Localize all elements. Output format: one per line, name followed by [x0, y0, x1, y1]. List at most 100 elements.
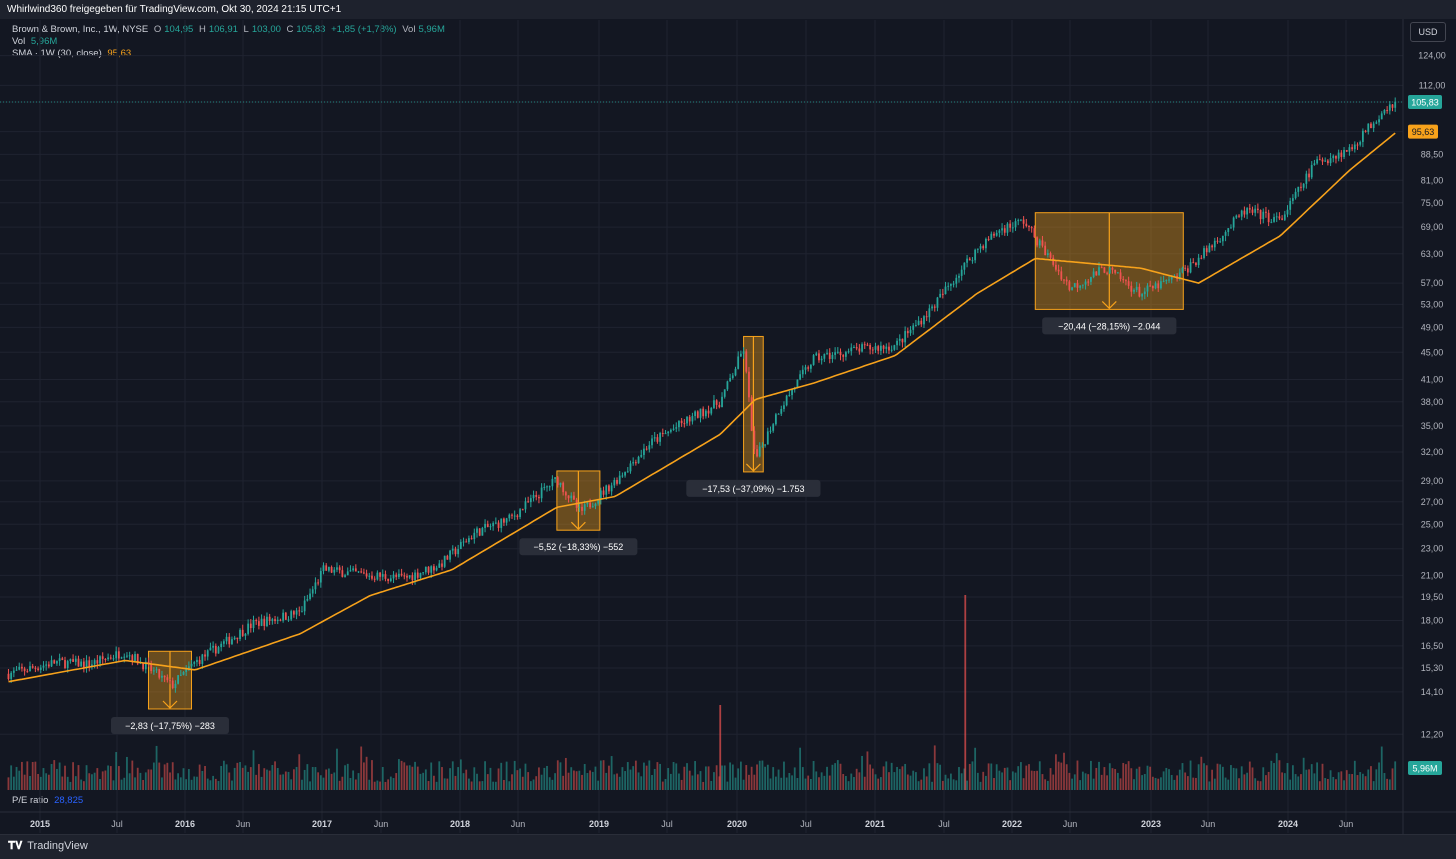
candle-body	[231, 639, 233, 645]
volume-bar	[1184, 772, 1187, 790]
volume-bar	[179, 777, 182, 790]
candle-body	[77, 658, 80, 667]
candle-body	[844, 352, 847, 357]
candle-body	[1125, 280, 1127, 282]
pe-legend-label[interactable]: P/E ratio	[12, 795, 49, 806]
sma-legend-label[interactable]: SMA · 1W (30, close)	[12, 48, 102, 59]
candle-body	[196, 659, 198, 663]
candle-body	[349, 570, 352, 572]
volume-bar	[15, 766, 18, 790]
candle-body	[1254, 208, 1257, 213]
candle-body	[1318, 159, 1321, 161]
candle-body	[1227, 228, 1230, 233]
candle-body	[828, 352, 831, 359]
volume-bar	[204, 766, 206, 790]
volume-bar	[648, 760, 651, 790]
volume-bar	[952, 779, 955, 790]
volume-bar	[182, 768, 185, 790]
volume-bar	[481, 781, 484, 790]
volume-bar	[198, 764, 201, 790]
candle-body	[672, 428, 675, 430]
volume-bar	[53, 760, 56, 790]
volume-bar	[1041, 774, 1044, 790]
candle-body	[944, 286, 947, 295]
volume-bar	[826, 766, 828, 790]
volume-bar	[551, 779, 554, 790]
volume-bar	[594, 766, 597, 790]
candle-body	[1108, 267, 1111, 274]
volume-bar	[1025, 765, 1028, 790]
candle-body	[1001, 228, 1003, 231]
candle-body	[710, 407, 713, 414]
candle-body	[575, 499, 578, 508]
candle-body	[389, 578, 392, 581]
candle-body	[1375, 122, 1378, 124]
time-tick-label: Jun	[1063, 819, 1078, 829]
volume-bar	[147, 769, 150, 790]
candle-body	[29, 666, 31, 672]
volume-bar	[301, 779, 303, 790]
volume-bar	[928, 763, 931, 790]
candle-body	[1383, 109, 1386, 114]
volume-legend-label[interactable]: Vol	[12, 36, 26, 47]
candle-body	[1300, 186, 1302, 188]
candle-body	[303, 600, 306, 612]
candle-body	[1251, 209, 1254, 213]
candle-body	[462, 541, 465, 543]
volume-bar	[454, 775, 457, 790]
candle-body	[567, 495, 570, 499]
candle-body	[387, 578, 390, 581]
candle-body	[346, 571, 349, 576]
volume-bar	[583, 764, 586, 790]
candle-body	[1017, 220, 1020, 222]
volume-bar	[144, 772, 147, 790]
currency-button[interactable]: USD	[1410, 22, 1446, 42]
volume-bar	[500, 762, 503, 790]
volume-bar	[556, 760, 559, 790]
volume-bar	[1335, 779, 1337, 790]
volume-bar	[1033, 771, 1036, 790]
candle-body	[249, 623, 252, 629]
volume-bar	[1084, 773, 1087, 790]
candle-body	[702, 408, 705, 417]
candle-body	[430, 566, 433, 573]
volume-bar	[1361, 773, 1364, 790]
volume-bar	[12, 776, 15, 790]
time-tick-label: 2024	[1278, 819, 1298, 829]
candle-body	[521, 509, 524, 511]
volume-bar	[298, 754, 301, 790]
volume-bar	[554, 773, 556, 790]
candle-body	[1345, 150, 1348, 152]
candle-body	[1033, 228, 1036, 238]
volume-bar	[497, 768, 500, 790]
volume-bar	[985, 775, 987, 790]
volume-bar	[99, 779, 101, 790]
volume-bar	[559, 762, 562, 790]
volume-bar	[357, 773, 360, 790]
candle-body	[1308, 173, 1310, 178]
candle-body	[573, 495, 575, 500]
candle-body	[966, 258, 968, 263]
volume-bar	[249, 767, 252, 790]
symbol-name[interactable]: Brown & Brown, Inc., 1W, NYSE	[12, 24, 149, 35]
volume-bar	[1219, 764, 1222, 790]
volume-bars	[7, 595, 1397, 790]
candle-body	[990, 233, 993, 240]
price-tick-label: 49,00	[1421, 322, 1444, 332]
candle-body	[1036, 237, 1038, 246]
candle-body	[120, 657, 123, 659]
tradingview-logo[interactable]: 𝐓𝐕 TradingView	[8, 840, 88, 853]
candle-body	[287, 619, 290, 621]
candle-body	[123, 656, 126, 658]
candle-body	[112, 658, 115, 660]
volume-bar	[729, 762, 732, 790]
candle-body	[890, 349, 893, 351]
volume-bar	[968, 763, 971, 790]
volume-bar	[325, 769, 328, 790]
volume-bar	[64, 765, 66, 790]
candle-body	[643, 448, 645, 455]
candle-body	[10, 672, 13, 679]
volume-bar	[1014, 772, 1017, 790]
volume-bar	[933, 745, 936, 790]
